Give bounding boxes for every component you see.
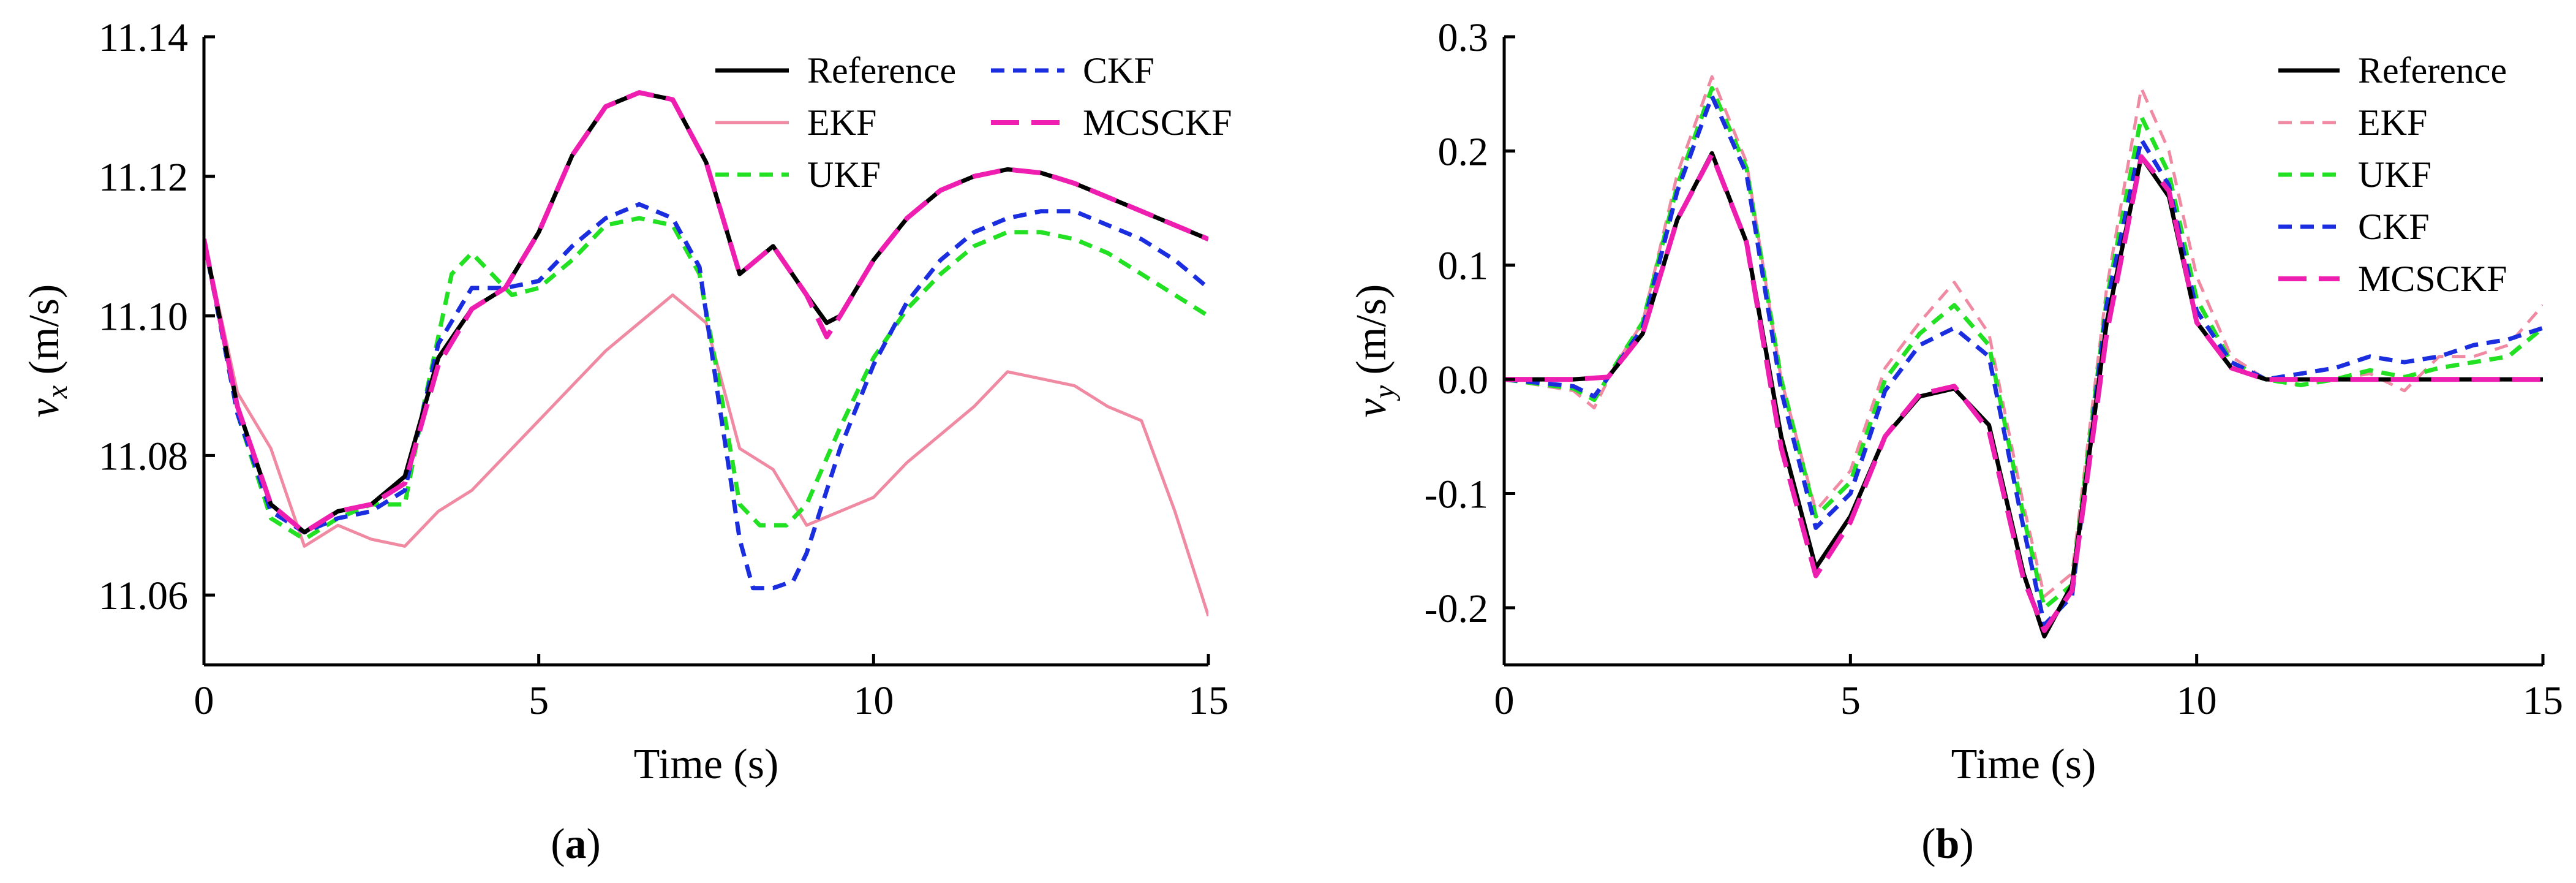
x-tick-label: 15	[2523, 678, 2563, 723]
series-line-ekf	[204, 238, 1208, 617]
series-line-ekf	[1504, 75, 2543, 598]
x-tick-label: 5	[1840, 678, 1861, 723]
y-tick-label: 11.06	[99, 574, 188, 618]
legend-label-ckf: CKF	[1083, 50, 1154, 91]
legend-label-ukf: UKF	[2358, 154, 2431, 195]
y-tick-label: -0.1	[1425, 472, 1488, 517]
series-group	[1504, 75, 2543, 639]
x-tick-label: 15	[1188, 678, 1229, 723]
x-axis-title: Time (s)	[1951, 741, 2096, 788]
x-tick-label: 0	[1494, 678, 1515, 723]
y-tick-label: 0.3	[1438, 15, 1489, 60]
panel-b-label: (b)	[1921, 820, 1974, 868]
y-tick-label: 0.2	[1438, 129, 1489, 174]
x-tick-label: 5	[529, 678, 549, 723]
series-line-mcsckf	[1504, 152, 2543, 634]
legend-label-ekf: EKF	[807, 102, 876, 143]
x-tick-label: 0	[194, 678, 214, 723]
x-tick-label: 10	[2177, 678, 2217, 723]
series-group	[204, 90, 1208, 617]
panel-b-chart: 0 5 10 15 -0.2 -0.1 0.0 0.1 0.2 0.3 Time (s) vy (m/…	[1348, 15, 2563, 788]
y-tick-label: 11.14	[99, 15, 188, 60]
y-tick-label: 11.10	[99, 295, 188, 339]
legend-label-mcsckf: MCSCKF	[2358, 259, 2507, 299]
legend-label-mcsckf: MCSCKF	[1083, 102, 1232, 143]
series-line-ckf	[204, 202, 1208, 591]
y-axis-title: vy (m/s)	[1348, 284, 1401, 418]
legend-label-reference: Reference	[2358, 50, 2507, 91]
series-line-ukf	[204, 216, 1208, 542]
legend-label-ckf: CKF	[2358, 207, 2430, 247]
series-line-mcsckf	[204, 90, 1208, 535]
panel-a-label: (a)	[551, 820, 601, 868]
legend-label-ekf: EKF	[2358, 102, 2427, 143]
y-tick-label: -0.2	[1425, 586, 1488, 631]
legend: Reference EKF UKF CKF MCSCKF	[715, 50, 1232, 195]
y-tick-label: 0.0	[1438, 358, 1489, 403]
series-line-ckf	[1504, 94, 2543, 627]
y-tick-label: 11.08	[99, 434, 188, 479]
x-axis-title: Time (s)	[634, 741, 779, 788]
panel-a-chart: 0 5 10 15 11.06 11.08 11.10 11.12 11.14 Time (s) v…	[21, 15, 1232, 788]
legend-label-ukf: UKF	[807, 154, 881, 195]
y-tick-label: 0.1	[1438, 244, 1489, 289]
legend-label-reference: Reference	[807, 50, 956, 91]
y-tick-label: 11.12	[99, 155, 188, 200]
y-axis-title: vx (m/s)	[21, 284, 73, 418]
x-tick-label: 10	[853, 678, 894, 723]
legend: Reference EKF UKF CKF MCSCKF	[2278, 50, 2507, 299]
